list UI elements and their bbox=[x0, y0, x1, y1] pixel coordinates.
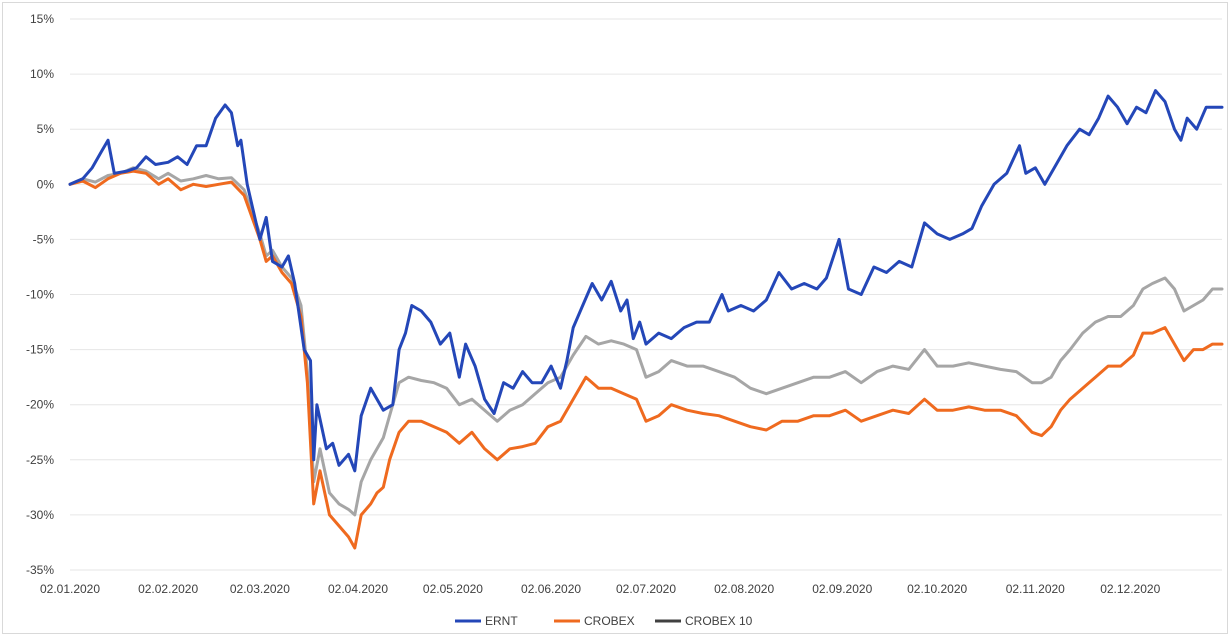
y-tick-label: 5% bbox=[37, 122, 55, 136]
x-tick-label: 02.06.2020 bbox=[521, 582, 581, 596]
x-tick-label: 02.10.2020 bbox=[907, 582, 967, 596]
y-tick-label: -35% bbox=[26, 563, 54, 577]
y-tick-label: 0% bbox=[37, 177, 55, 191]
legend-item-crobex: CROBEX bbox=[554, 614, 635, 628]
y-tick-label: -5% bbox=[33, 232, 55, 246]
x-tick-label: 02.12.2020 bbox=[1100, 582, 1160, 596]
series-lines bbox=[68, 89, 1224, 550]
x-tick-label: 02.08.2020 bbox=[714, 582, 774, 596]
x-tick-label: 02.07.2020 bbox=[616, 582, 676, 596]
crobex-line bbox=[68, 169, 1224, 550]
y-tick-label: -20% bbox=[26, 398, 54, 412]
y-tick-label: 15% bbox=[30, 12, 54, 26]
legend-item-crobex10: CROBEX 10 bbox=[655, 614, 753, 628]
x-axis-ticks: 02.01.2020 02.02.2020 02.03.2020 02.04.2020… bbox=[40, 582, 1161, 596]
crobex10-line bbox=[68, 166, 1224, 517]
x-tick-label: 02.09.2020 bbox=[812, 582, 872, 596]
y-tick-label: -15% bbox=[26, 343, 54, 357]
legend-label: CROBEX bbox=[584, 614, 635, 628]
x-tick-label: 02.11.2020 bbox=[1006, 582, 1065, 596]
x-tick-label: 02.04.2020 bbox=[328, 582, 388, 596]
x-tick-label: 02.05.2020 bbox=[423, 582, 483, 596]
y-tick-label: -10% bbox=[26, 288, 54, 302]
x-tick-label: 02.02.2020 bbox=[138, 582, 198, 596]
legend-label: CROBEX 10 bbox=[685, 614, 753, 628]
gridlines bbox=[70, 18, 1222, 571]
chart-border bbox=[2, 2, 1228, 634]
x-tick-label: 02.03.2020 bbox=[230, 582, 290, 596]
y-tick-label: -25% bbox=[26, 453, 54, 467]
ernt-line bbox=[68, 89, 1224, 473]
x-tick-label: 02.01.2020 bbox=[40, 582, 100, 596]
y-axis-ticks: 15% 10% 5% 0% -5% -10% -15% -20% -25% -30% -35% bbox=[26, 12, 54, 577]
legend: ERNT CROBEX CROBEX 10 bbox=[455, 614, 753, 628]
y-tick-label: 10% bbox=[30, 67, 54, 81]
legend-label: ERNT bbox=[485, 614, 518, 628]
y-tick-label: -30% bbox=[26, 508, 54, 522]
legend-item-ernt: ERNT bbox=[455, 614, 518, 628]
